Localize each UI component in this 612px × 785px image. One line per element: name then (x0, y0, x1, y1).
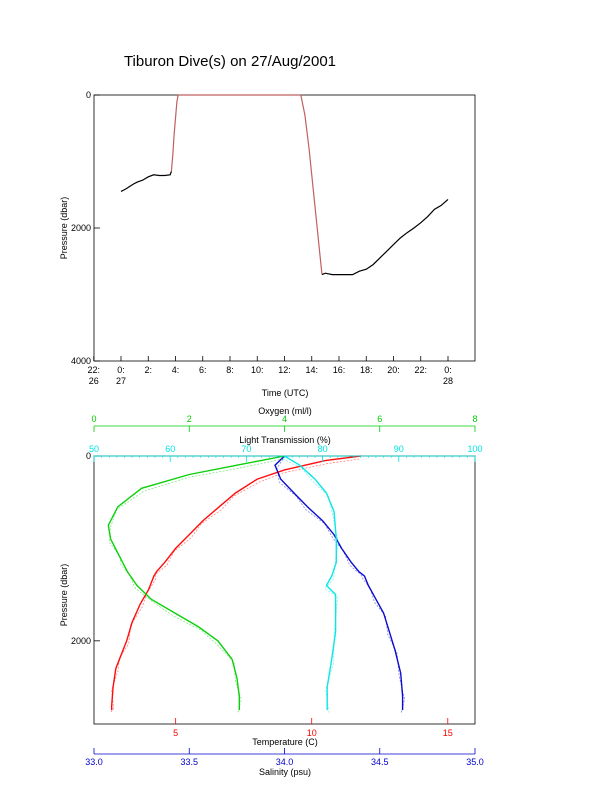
transmission-tick-label: 70 (241, 444, 251, 454)
salinity-profile (274, 455, 404, 711)
salinity-tick-label: 35.0 (466, 757, 484, 767)
time-tick-label: 0: (444, 365, 452, 375)
time-tick-label: 0: (117, 365, 125, 375)
profile-plot: 0 2000 0 2 4 6 8 50 60 70 80 90 100 5 10 15 33.0 33.5 34.0… (59, 406, 484, 777)
transmission-profile (284, 455, 337, 711)
oxygen-tick-label: 8 (472, 414, 477, 424)
profile-pressure-tick-label: 2000 (71, 636, 91, 646)
time-tick-label: 8: (226, 365, 234, 375)
time-tick-label: 4: (172, 365, 180, 375)
profile-lines (107, 455, 405, 714)
time-tick-label: 18: (360, 365, 373, 375)
depth-series-bottom-morning (120, 171, 172, 192)
temperature-profile (110, 455, 361, 711)
top-pressure-axis-ticks: 0 2000 4000 (71, 90, 100, 366)
salinity-profile-secondary (276, 458, 405, 714)
transmission-tick-label: 60 (165, 444, 175, 454)
time-axis-ticks: 22:260:272: 4: 6: 8: 10: 12: 14: 16: 18: 20: 22: 0:… (87, 356, 453, 386)
time-tick-label: 14: (305, 365, 318, 375)
profile-pressure-axis-label: Pressure (dbar) (59, 564, 69, 627)
profile-plot-frame (93, 455, 476, 725)
pressure-time-plot: 22:260:272: 4: 6: 8: 10: 12: 14: 16: 18: 20: 22: 0:… (59, 90, 476, 398)
transmission-tick-label: 90 (394, 444, 404, 454)
salinity-tick-label: 33.5 (180, 757, 198, 767)
dive-depth-track (120, 94, 449, 276)
time-tick-label: 2: (144, 365, 152, 375)
transmission-tick-label: 100 (467, 444, 482, 454)
transmission-profile-secondary (282, 458, 339, 714)
depth-series-descent (300, 94, 323, 275)
oxygen-profile (107, 455, 285, 711)
salinity-tick-label: 34.5 (371, 757, 389, 767)
time-axis-label: Time (UTC) (262, 388, 309, 398)
top-pressure-tick-label: 0 (86, 90, 91, 100)
transmission-tick-label: 80 (318, 444, 328, 454)
salinity-tick-label: 33.0 (85, 757, 103, 767)
time-tick-label: 16: (333, 365, 346, 375)
time-tick-label: 12: (278, 365, 291, 375)
salinity-axis-label: Salinity (psu) (259, 767, 311, 777)
time-tick-day: 27 (116, 376, 126, 386)
oxygen-tick-label: 4 (282, 414, 287, 424)
chart-title: Tiburon Dive(s) on 27/Aug/2001 (124, 53, 336, 70)
transmission-axis-label: Light Transmission (%) (239, 435, 331, 445)
temperature-tick-label: 15 (443, 728, 453, 738)
salinity-tick-label: 34.0 (276, 757, 294, 767)
profile-pressure-tick-label: 0 (86, 451, 91, 461)
oxygen-tick-label: 6 (377, 414, 382, 424)
time-tick-label: 6: (199, 365, 207, 375)
profile-axes: 0 2000 0 2 4 6 8 50 60 70 80 90 100 5 10 15 33.0 33.5 34.0… (71, 414, 484, 767)
oxygen-tick-label: 0 (91, 414, 96, 424)
time-tick-label: 20: (387, 365, 400, 375)
time-tick-label: 10: (251, 365, 264, 375)
oxygen-profile-secondary (108, 458, 284, 714)
oxygen-tick-label: 2 (187, 414, 192, 424)
transmission-tick-label: 50 (89, 444, 99, 454)
depth-series-ascent (170, 94, 179, 172)
temperature-tick-label: 10 (307, 728, 317, 738)
oxygen-axis-label: Oxygen (ml/l) (258, 406, 312, 416)
time-tick-label: 22: (87, 365, 100, 375)
top-pressure-axis-label: Pressure (dbar) (59, 197, 69, 260)
temperature-profile-secondary (109, 458, 360, 714)
top-plot-frame (93, 94, 476, 362)
time-tick-day: 28 (443, 376, 453, 386)
top-pressure-tick-label: 4000 (71, 356, 91, 366)
top-pressure-tick-label: 2000 (71, 223, 91, 233)
temperature-axis-label: Temperature (C) (252, 737, 318, 747)
temperature-tick-label: 5 (173, 728, 178, 738)
time-tick-day: 26 (89, 376, 99, 386)
depth-series-bottom-afternoon (321, 198, 449, 276)
time-tick-label: 22: (414, 365, 427, 375)
